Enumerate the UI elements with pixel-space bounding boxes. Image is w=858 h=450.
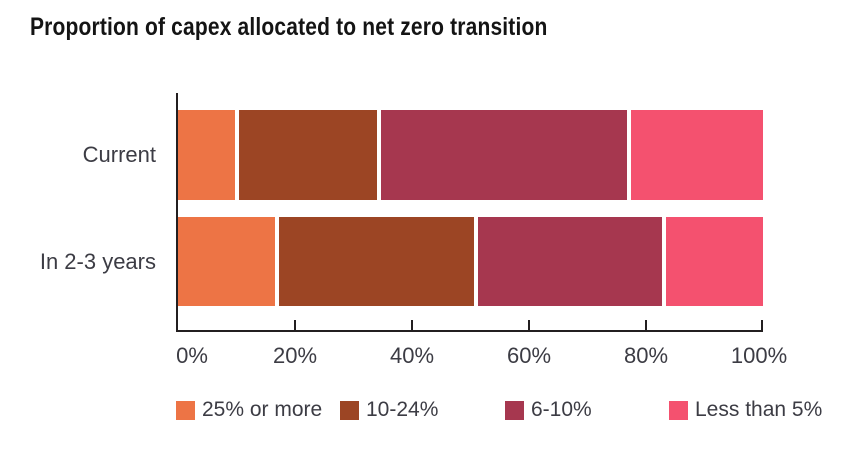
legend-label-25-or-more: 25% or more: [202, 398, 323, 421]
x-axis-tick-20: [294, 320, 296, 330]
legend-label-10-24: 10-24%: [366, 398, 439, 421]
legend-swatch-25-or-more: [176, 400, 195, 420]
legend-item-25-or-more: 25% or more: [176, 398, 322, 422]
legend-item-10-24: 10-24%: [340, 398, 438, 422]
segment-current-25-or-more: [178, 110, 236, 200]
segment-in-2-3-years-25-or-more: [178, 217, 276, 306]
stacked-bar-in-2-3-years: [178, 217, 763, 306]
legend-label-less-than-5: Less than 5%: [695, 398, 823, 421]
plot-area: Current In 2-3 years 0% 20% 40% 60% 80% 100%: [40, 93, 787, 368]
legend-swatch-6-10: [505, 400, 524, 420]
category-label-in-2-3-years: In 2-3 years: [39, 249, 156, 274]
x-axis-tick-40: [411, 320, 413, 330]
legend: 25% or more 10-24% 6-10% Less than 5%: [176, 398, 836, 422]
legend-label-6-10: 6-10%: [531, 398, 592, 421]
x-axis-tick-label-100: 100%: [730, 343, 788, 368]
segment-current-10-24: [239, 110, 377, 200]
legend-item-less-than-5: Less than 5%: [669, 398, 822, 422]
legend-swatch-less-than-5: [669, 400, 688, 420]
legend-item-6-10: 6-10%: [505, 398, 592, 422]
x-axis-tick-label-20: 20%: [272, 343, 318, 368]
y-axis-line: [176, 93, 178, 332]
x-axis-tick-100: [761, 320, 763, 330]
x-axis-tick-label-60: 60%: [506, 343, 552, 368]
x-axis-tick-label-40: 40%: [389, 343, 435, 368]
x-axis-line: [176, 330, 763, 332]
segment-current-less-than-5: [631, 110, 763, 200]
x-axis-tick-80: [645, 320, 647, 330]
legend-swatch-10-24: [340, 400, 359, 420]
x-axis-tick-label-0: 0%: [176, 343, 208, 368]
segment-in-2-3-years-6-10: [478, 217, 662, 306]
x-axis-tick-60: [528, 320, 530, 330]
x-axis-tick-label-80: 80%: [623, 343, 669, 368]
stacked-bar-current: [178, 110, 763, 200]
segment-current-6-10: [380, 110, 628, 200]
category-label-current: Current: [82, 142, 156, 167]
segment-in-2-3-years-less-than-5: [665, 217, 763, 306]
segment-in-2-3-years-10-24: [279, 217, 475, 306]
chart-title: Proportion of capex allocated to net zer…: [30, 13, 548, 41]
